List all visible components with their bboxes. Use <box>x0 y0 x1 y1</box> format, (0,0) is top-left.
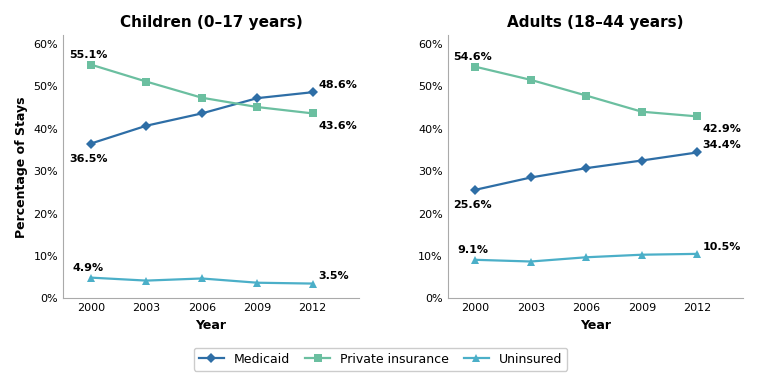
Legend: Medicaid, Private insurance, Uninsured: Medicaid, Private insurance, Uninsured <box>194 348 567 371</box>
Text: 48.6%: 48.6% <box>318 80 357 90</box>
Text: 4.9%: 4.9% <box>72 263 103 273</box>
Text: 25.6%: 25.6% <box>454 200 492 210</box>
Title: Adults (18–44 years): Adults (18–44 years) <box>508 15 684 30</box>
Text: 3.5%: 3.5% <box>318 271 349 281</box>
X-axis label: Year: Year <box>196 319 227 332</box>
Text: 9.1%: 9.1% <box>457 245 488 255</box>
Text: 55.1%: 55.1% <box>69 50 107 60</box>
Y-axis label: Percentage of Stays: Percentage of Stays <box>15 96 28 238</box>
X-axis label: Year: Year <box>580 319 611 332</box>
Text: 43.6%: 43.6% <box>318 121 357 131</box>
Title: Children (0–17 years): Children (0–17 years) <box>119 15 302 30</box>
Text: 34.4%: 34.4% <box>703 140 741 150</box>
Text: 42.9%: 42.9% <box>703 124 742 134</box>
Text: 10.5%: 10.5% <box>703 242 741 252</box>
Text: 54.6%: 54.6% <box>454 52 492 62</box>
Text: 36.5%: 36.5% <box>68 153 107 164</box>
